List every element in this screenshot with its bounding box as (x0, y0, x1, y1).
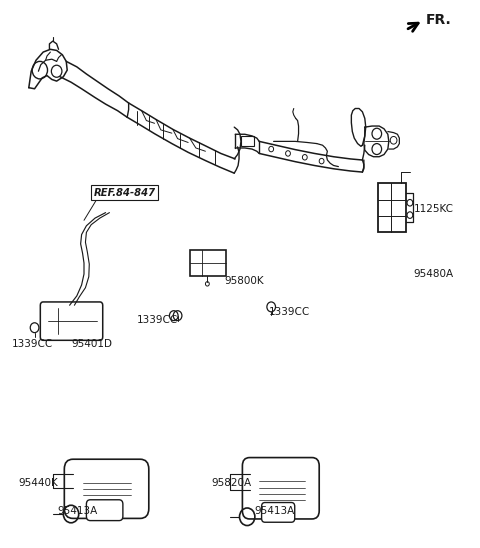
Text: REF.84-847: REF.84-847 (94, 188, 156, 198)
FancyBboxPatch shape (242, 458, 319, 519)
FancyBboxPatch shape (64, 459, 149, 518)
Text: 95401D: 95401D (71, 339, 112, 349)
FancyBboxPatch shape (40, 302, 103, 340)
FancyBboxPatch shape (262, 503, 295, 522)
Text: FR.: FR. (426, 13, 452, 27)
Text: 95480A: 95480A (414, 269, 454, 279)
Text: 1125KC: 1125KC (414, 204, 454, 214)
Text: 95800K: 95800K (224, 276, 264, 286)
FancyBboxPatch shape (378, 183, 406, 232)
Text: 95440K: 95440K (18, 478, 58, 488)
Text: 1339CC: 1339CC (137, 315, 178, 325)
FancyBboxPatch shape (190, 250, 226, 276)
Text: 95413A: 95413A (254, 506, 295, 516)
Text: 1339CC: 1339CC (269, 307, 310, 317)
Text: 95413A: 95413A (58, 506, 98, 516)
Text: 1339CC: 1339CC (12, 339, 53, 349)
Text: 95820A: 95820A (211, 478, 252, 488)
FancyBboxPatch shape (86, 500, 123, 521)
